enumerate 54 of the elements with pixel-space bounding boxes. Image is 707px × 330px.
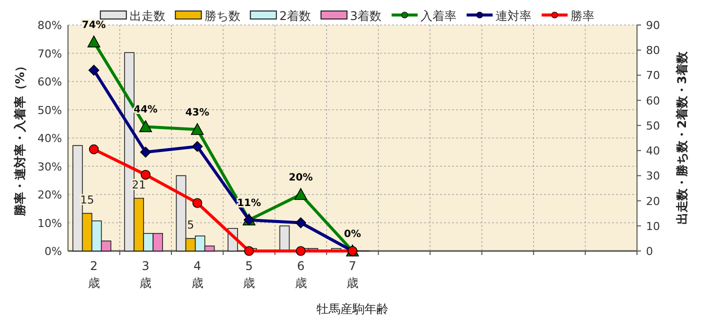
data-label: 5 xyxy=(187,218,194,232)
point xyxy=(294,188,308,200)
point xyxy=(88,64,100,76)
y-tick-label: 80% xyxy=(38,19,62,32)
y-tick-label: 10% xyxy=(38,216,62,230)
y-axis-title: 勝率・連対率・入着率（%） xyxy=(13,60,27,218)
y2-tick-label: 80 xyxy=(646,44,660,58)
y-tick-label: 20% xyxy=(38,188,62,202)
point xyxy=(140,170,150,180)
x-tick-label: 5 歳 xyxy=(243,259,256,290)
y-tick-label: 50% xyxy=(38,104,62,117)
y-tick-label: 0% xyxy=(44,245,62,258)
y2-tick-label: 20 xyxy=(646,194,660,208)
legend-label: 連対率 xyxy=(496,9,532,23)
data-label: 43% xyxy=(185,108,210,119)
x-tick-label: 3 歳 xyxy=(140,259,152,290)
legend-label: 2着数 xyxy=(279,9,311,23)
y2-tick-label: 60 xyxy=(646,94,660,108)
y2-tick-label: 50 xyxy=(646,119,660,132)
y2-tick-label: 0 xyxy=(646,245,653,258)
y-tick-label: 70% xyxy=(38,47,62,60)
y2-tick-label: 40 xyxy=(646,144,660,158)
y2-tick-label: 30 xyxy=(646,170,660,183)
y-tick-label: 40% xyxy=(38,132,62,145)
point xyxy=(88,144,99,154)
x-tick-label: 7 歳 xyxy=(346,259,358,290)
y2-axis-title: 出走数・勝ち数・2着数・3着数 xyxy=(675,50,689,224)
point xyxy=(295,217,306,228)
y-tick-label: 30% xyxy=(38,160,62,174)
point xyxy=(140,146,151,158)
point xyxy=(139,120,152,132)
point xyxy=(296,246,306,256)
point xyxy=(244,246,254,256)
legend-label: 3着数 xyxy=(350,9,382,23)
point xyxy=(192,141,203,152)
x-tick-label: 2 歳 xyxy=(88,259,100,290)
point xyxy=(190,123,204,135)
bar xyxy=(279,225,290,252)
point xyxy=(87,36,100,48)
legend-label: 出走数 xyxy=(129,9,166,23)
point xyxy=(192,198,202,208)
y2-tick-label: 70 xyxy=(646,69,660,82)
y-tick-label: 60% xyxy=(38,76,62,88)
legend-label: 入着率 xyxy=(420,9,457,23)
y2-tick-label: 10 xyxy=(646,220,660,233)
legend-label: 勝ち数 xyxy=(204,9,240,23)
x-tick-label: 4 歳 xyxy=(191,259,204,290)
data-label: 0% xyxy=(344,229,361,240)
x-axis-title: 牡馬産駒年齢 xyxy=(316,302,388,316)
data-label: 20% xyxy=(288,172,313,184)
x-tick-label: 6 歳 xyxy=(294,259,307,290)
legend-label: 勝率 xyxy=(570,9,595,23)
y2-tick-label: 90 xyxy=(646,19,660,32)
data-label: 74% xyxy=(82,20,106,31)
